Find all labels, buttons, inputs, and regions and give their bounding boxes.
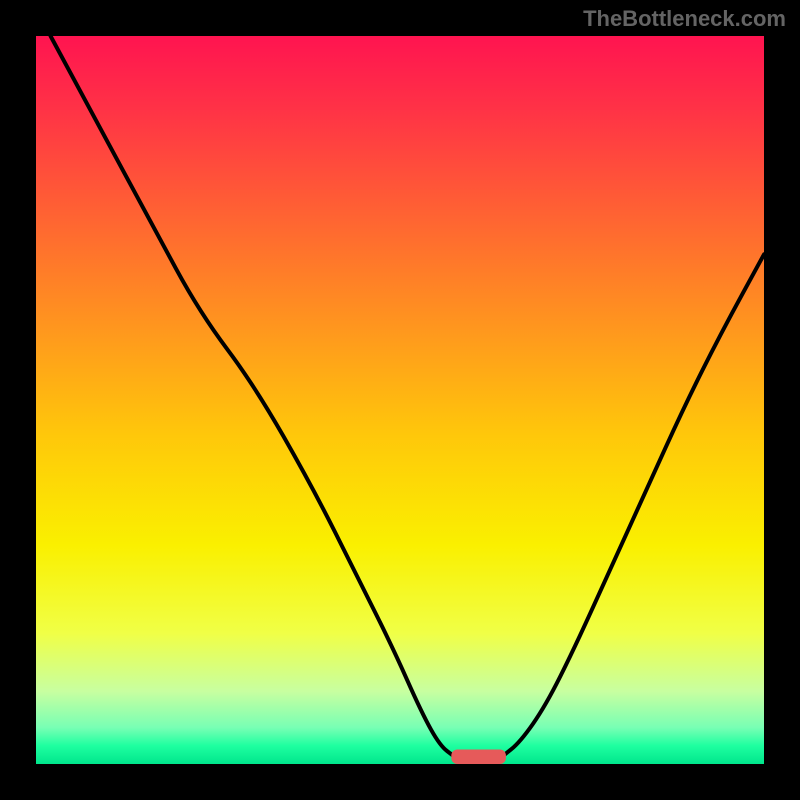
gradient-background [36,36,764,764]
chart-container: TheBottleneck.com [0,0,800,800]
plot-area [36,36,764,764]
watermark-text: TheBottleneck.com [583,6,786,32]
